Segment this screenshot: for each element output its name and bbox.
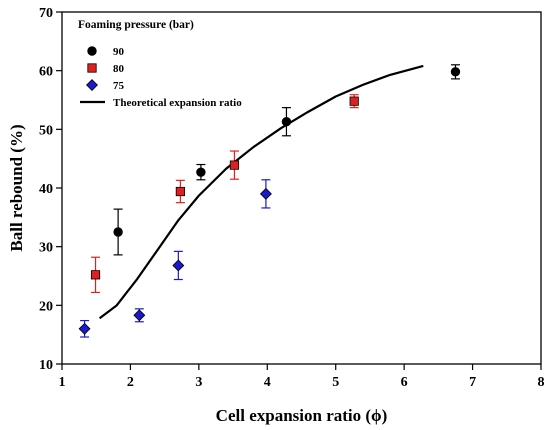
x-tick-label: 8	[538, 375, 545, 390]
data-point-90	[281, 117, 292, 127]
x-axis-title: Cell expansion ratio (ϕ)	[216, 406, 388, 425]
y-tick-label: 70	[39, 6, 53, 21]
x-tick-label: 5	[332, 375, 339, 390]
x-tick-label: 6	[401, 375, 408, 390]
data-point-80	[229, 160, 240, 170]
y-tick-label: 60	[39, 65, 53, 80]
y-tick-label: 50	[39, 123, 53, 138]
plot-area: 1 2 3 4 5 6 7 8 10 20 30 40 50 60 70	[39, 6, 545, 390]
x-tick-label: 1	[59, 375, 66, 390]
legend-title: Foaming pressure (bar)	[78, 19, 194, 31]
legend-marker-90	[87, 46, 97, 56]
data-point-80	[349, 96, 359, 106]
data-point-75	[133, 309, 146, 322]
legend-label-90: 90	[113, 46, 125, 58]
legend-marker-80	[87, 63, 97, 73]
legend: Foaming pressure (bar) 90 80 75 Theoretical…	[78, 19, 242, 109]
y-tick-label: 20	[39, 299, 53, 314]
data-point-75	[259, 187, 272, 200]
data-point-80	[175, 186, 185, 197]
x-tick-label: 2	[127, 375, 134, 390]
data-point-75	[78, 322, 91, 335]
y-axis-title: Ball rebound (%)	[7, 124, 26, 251]
y-tick-label: 30	[39, 241, 53, 256]
data-point-90	[450, 67, 461, 77]
y-tick-label: 10	[39, 358, 53, 373]
legend-label-80: 80	[113, 63, 125, 75]
data-point-90	[196, 167, 206, 177]
data-point-80	[90, 270, 101, 280]
legend-label-75: 75	[113, 80, 125, 92]
data-point-75	[172, 259, 185, 272]
x-tick-label: 7	[469, 375, 476, 390]
x-tick-label: 4	[264, 375, 271, 390]
legend-marker-75	[86, 79, 98, 91]
theoretical-expansion-line	[98, 64, 424, 320]
legend-label-theoretical: Theoretical expansion ratio	[113, 97, 242, 109]
plot-frame	[61, 11, 542, 365]
y-tick-label: 40	[39, 182, 53, 197]
data-point-90	[113, 227, 123, 237]
x-tick-label: 3	[195, 375, 202, 390]
